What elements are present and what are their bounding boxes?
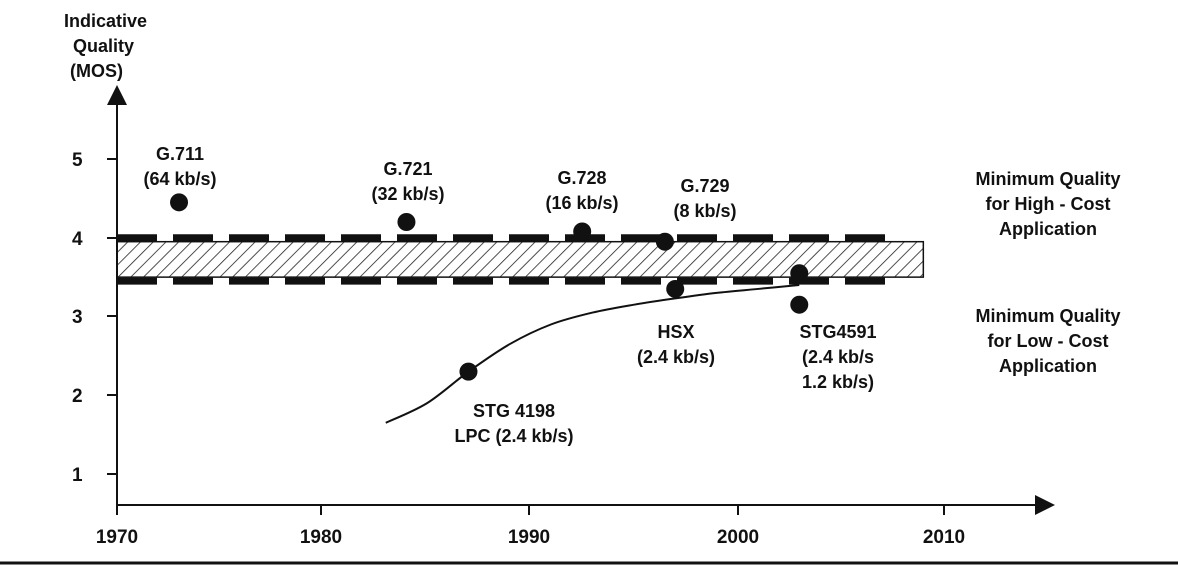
- data-point-g729: [655, 232, 674, 251]
- x-tick-label-2010: 2010: [923, 527, 965, 548]
- low-cost-label-line-3: Application: [999, 356, 1097, 376]
- data-point-hsx: [666, 279, 685, 298]
- data-point-stg4198: [459, 362, 478, 381]
- quality-band: [116, 240, 925, 278]
- label-g729-line-2: (8 kb/s): [673, 201, 736, 221]
- label-g729-line-1: G.729: [680, 176, 729, 196]
- y-tick-label-2: 2: [72, 386, 83, 407]
- label-hsx-line-2: (2.4 kb/s): [637, 347, 715, 367]
- label-stg4591-line-1: STG4591: [799, 322, 876, 342]
- label-stg4198-line-1: STG 4198: [473, 401, 555, 421]
- y-axis-label-line-2: Quality: [73, 36, 134, 56]
- point-labels: G.711 (64 kb/s) G.721 (32 kb/s) G.728 (1…: [143, 144, 876, 446]
- data-point-stg4591-low: [790, 295, 809, 314]
- label-g711-line-1: G.711: [156, 144, 204, 164]
- label-g728-line-2: (16 kb/s): [545, 193, 618, 213]
- y-tick-label-4: 4: [72, 229, 83, 250]
- label-stg4591-line-3: 1.2 kb/s): [802, 372, 874, 392]
- low-cost-label-line-1: Minimum Quality: [975, 306, 1120, 326]
- label-stg4591-line-2: (2.4 kb/s: [802, 347, 874, 367]
- data-point-g711: [170, 193, 189, 212]
- trend-curve: [385, 284, 800, 424]
- high-cost-label-line-3: Application: [999, 219, 1097, 239]
- x-tick-label-2000: 2000: [717, 527, 759, 548]
- label-g721-line-1: G.721: [383, 159, 432, 179]
- label-g721-line-2: (32 kb/s): [371, 184, 444, 204]
- label-g728-line-1: G.728: [557, 168, 606, 188]
- data-point-g728: [573, 222, 592, 241]
- data-point-stg4591-high: [790, 264, 809, 283]
- label-stg4198-line-2: LPC (2.4 kb/s): [454, 426, 573, 446]
- y-tick-label-3: 3: [72, 307, 83, 328]
- data-points: [170, 193, 809, 381]
- x-tick-label-1980: 1980: [300, 527, 342, 548]
- high-cost-label-line-1: Minimum Quality: [975, 169, 1120, 189]
- y-axis-label-line-1: Indicative: [64, 11, 147, 31]
- label-g711-line-2: (64 kb/s): [143, 169, 216, 189]
- label-hsx-line-1: HSX: [657, 322, 694, 342]
- y-tick-label-5: 5: [72, 150, 83, 171]
- y-axis-label-line-3: (MOS): [70, 61, 123, 81]
- threshold-labels: Minimum Quality for High - Cost Applicat…: [975, 169, 1120, 376]
- x-tick-label-1990: 1990: [508, 527, 550, 548]
- y-ticks: 1 2 3 4 5: [72, 150, 117, 486]
- y-tick-label-1: 1: [72, 465, 83, 486]
- x-tick-label-1970: 1970: [96, 527, 138, 548]
- data-point-g721: [397, 213, 416, 231]
- low-cost-label-line-2: for Low - Cost: [988, 331, 1109, 351]
- high-cost-label-line-2: for High - Cost: [986, 194, 1111, 214]
- x-ticks: 1970 1980 1990 2000 2010: [96, 505, 965, 548]
